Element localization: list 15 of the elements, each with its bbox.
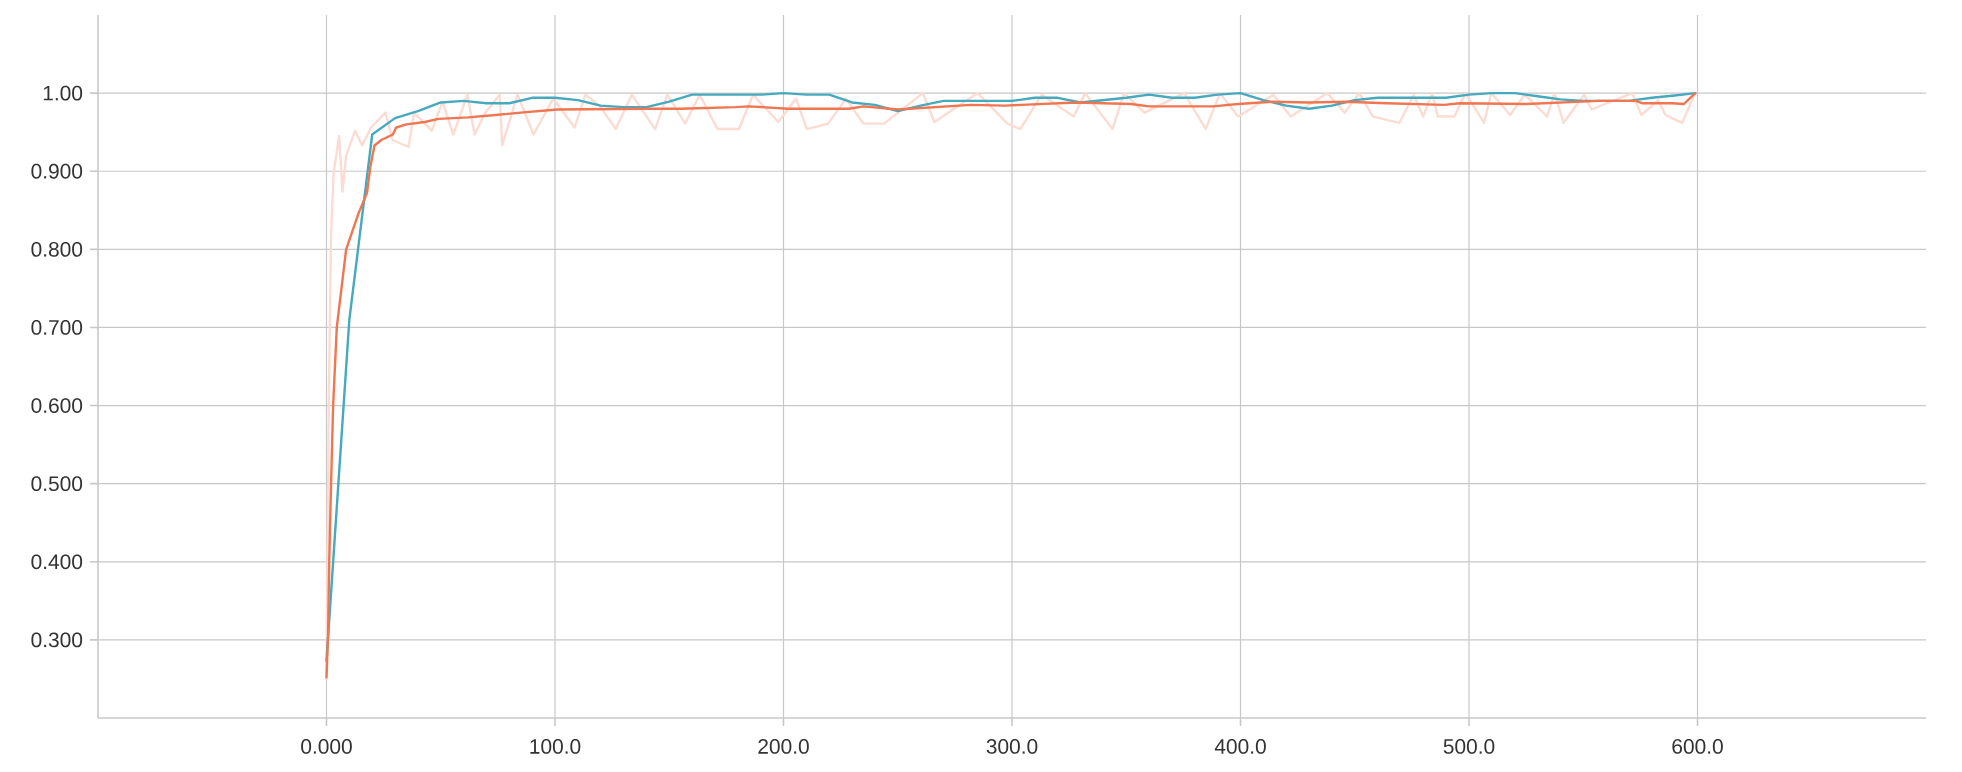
- y-tick-label: 0.900: [31, 163, 83, 179]
- y-tick-label: 0.800: [31, 241, 83, 257]
- y-tick-label: 0.300: [31, 632, 83, 648]
- x-tick-label: 0.000: [301, 739, 352, 754]
- x-tick-label: 300.0: [986, 739, 1038, 754]
- x-tick-label: 200.0: [758, 739, 809, 754]
- x-tick-label: 600.0: [1672, 739, 1723, 754]
- y-tick-label: 0.700: [31, 320, 83, 335]
- y-tick-label: 0.400: [31, 554, 83, 570]
- x-tick-label: 500.0: [1443, 739, 1495, 754]
- y-tick-label: 0.600: [31, 398, 83, 413]
- y-tick-label: 1.00: [43, 85, 83, 101]
- y-tick-label: 0.500: [31, 476, 83, 492]
- x-tick-label: 100.0: [530, 739, 581, 754]
- x-tick-label: 400.0: [1214, 739, 1266, 754]
